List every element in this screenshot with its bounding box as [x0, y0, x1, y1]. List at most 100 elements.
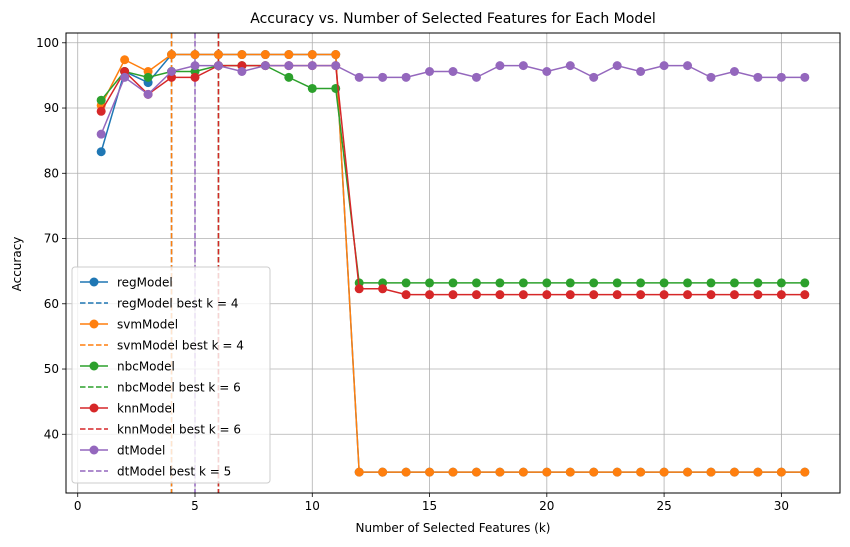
dtModel-point [706, 72, 716, 82]
svmModel-point [425, 467, 435, 477]
knnModel-point [776, 290, 786, 300]
knnModel-point [612, 290, 622, 300]
dtModel-point [120, 72, 130, 82]
nbcModel-point [143, 72, 153, 82]
x-axis-ticks: 0 5 10 15 20 25 30 [74, 493, 789, 513]
svmModel-point [612, 467, 622, 477]
svmModel-point [706, 467, 716, 477]
legend-marker-dtModel [89, 445, 99, 455]
legend-marker-svmModel [89, 319, 99, 329]
x-tick-label: 20 [539, 499, 554, 513]
dtModel-point [518, 61, 528, 71]
knnModel-point [378, 284, 388, 294]
svmModel-point [729, 467, 739, 477]
dtModel-point [471, 72, 481, 82]
nbcModel-point [706, 278, 716, 288]
chart-title: Accuracy vs. Number of Selected Features… [250, 11, 655, 27]
legend-box [71, 266, 271, 484]
dtModel-point [167, 66, 177, 76]
legend: regModel regModel best k = 4 svmModel svmMo… [71, 266, 271, 484]
knnModel-point [589, 290, 599, 300]
legend-label: dtModel best k = 5 [117, 465, 231, 479]
knnModel-point [448, 290, 458, 300]
legend-label: nbcModel [117, 360, 175, 374]
y-tick-label: 80 [44, 166, 59, 180]
y-axis-label: Accuracy [10, 237, 24, 292]
legend-marker-regModel [89, 277, 99, 287]
y-tick-label: 50 [44, 362, 59, 376]
svmModel-point [213, 50, 223, 60]
x-tick-label: 25 [656, 499, 671, 513]
x-axis-label: Number of Selected Features (k) [356, 521, 551, 535]
y-tick-label: 60 [44, 297, 59, 311]
x-tick-label: 30 [774, 499, 789, 513]
dtModel-point [425, 66, 435, 76]
dtModel-point [448, 66, 458, 76]
knnModel-point [659, 290, 669, 300]
dtModel-point [659, 61, 669, 71]
svmModel-point [776, 467, 786, 477]
y-tick-label: 100 [36, 36, 59, 50]
dtModel-point [284, 61, 294, 71]
svmModel-point [448, 467, 458, 477]
nbcModel-point [401, 278, 411, 288]
legend-label: knnModel [117, 402, 175, 416]
nbcModel-point [518, 278, 528, 288]
legend-label: svmModel best k = 4 [117, 339, 244, 353]
dtModel-point [96, 129, 106, 139]
legend-label: svmModel [117, 318, 178, 332]
legend-label: regModel [117, 276, 173, 290]
dtModel-point [307, 61, 317, 71]
y-tick-label: 90 [44, 101, 59, 115]
svmModel-point [260, 50, 270, 60]
svmModel-point [636, 467, 646, 477]
knnModel-point [753, 290, 763, 300]
knnModel-point [401, 290, 411, 300]
svmModel-point [589, 467, 599, 477]
nbcModel-point [471, 278, 481, 288]
svmModel-point [331, 50, 341, 60]
svmModel-point [683, 467, 693, 477]
legend-marker-knnModel [89, 403, 99, 413]
legend-label: nbcModel best k = 6 [117, 381, 241, 395]
nbcModel-point [425, 278, 435, 288]
dtModel-point [589, 72, 599, 82]
knnModel-point [495, 290, 505, 300]
nbcModel-point [495, 278, 505, 288]
dtModel-point [776, 72, 786, 82]
svmModel-point [800, 467, 810, 477]
knnModel-point [471, 290, 481, 300]
dtModel-point [729, 66, 739, 76]
knnModel-point [425, 290, 435, 300]
nbcModel-point [729, 278, 739, 288]
svmModel-point [753, 467, 763, 477]
dtModel-point [378, 72, 388, 82]
nbcModel-point [659, 278, 669, 288]
svmModel-point [542, 467, 552, 477]
svmModel-point [354, 467, 364, 477]
svmModel-point [518, 467, 528, 477]
nbcModel-point [683, 278, 693, 288]
dtModel-point [190, 61, 200, 71]
legend-marker-nbcModel [89, 361, 99, 371]
knnModel-point [636, 290, 646, 300]
nbcModel-point [776, 278, 786, 288]
dtModel-point [495, 61, 505, 71]
knnModel-point [354, 284, 364, 294]
dtModel-point [542, 66, 552, 76]
knnModel-point [518, 290, 528, 300]
knnModel-point [565, 290, 575, 300]
dtModel-point [260, 61, 270, 71]
dtModel-point [237, 66, 247, 76]
knnModel-point [96, 106, 106, 116]
svmModel-point [659, 467, 669, 477]
nbcModel-point [565, 278, 575, 288]
dtModel-point [612, 61, 622, 71]
dtModel-point [143, 89, 153, 99]
y-tick-label: 70 [44, 232, 59, 246]
dtModel-point [331, 61, 341, 71]
nbcModel-line [100, 64, 805, 284]
svmModel-point [167, 50, 177, 60]
knnModel-point [706, 290, 716, 300]
